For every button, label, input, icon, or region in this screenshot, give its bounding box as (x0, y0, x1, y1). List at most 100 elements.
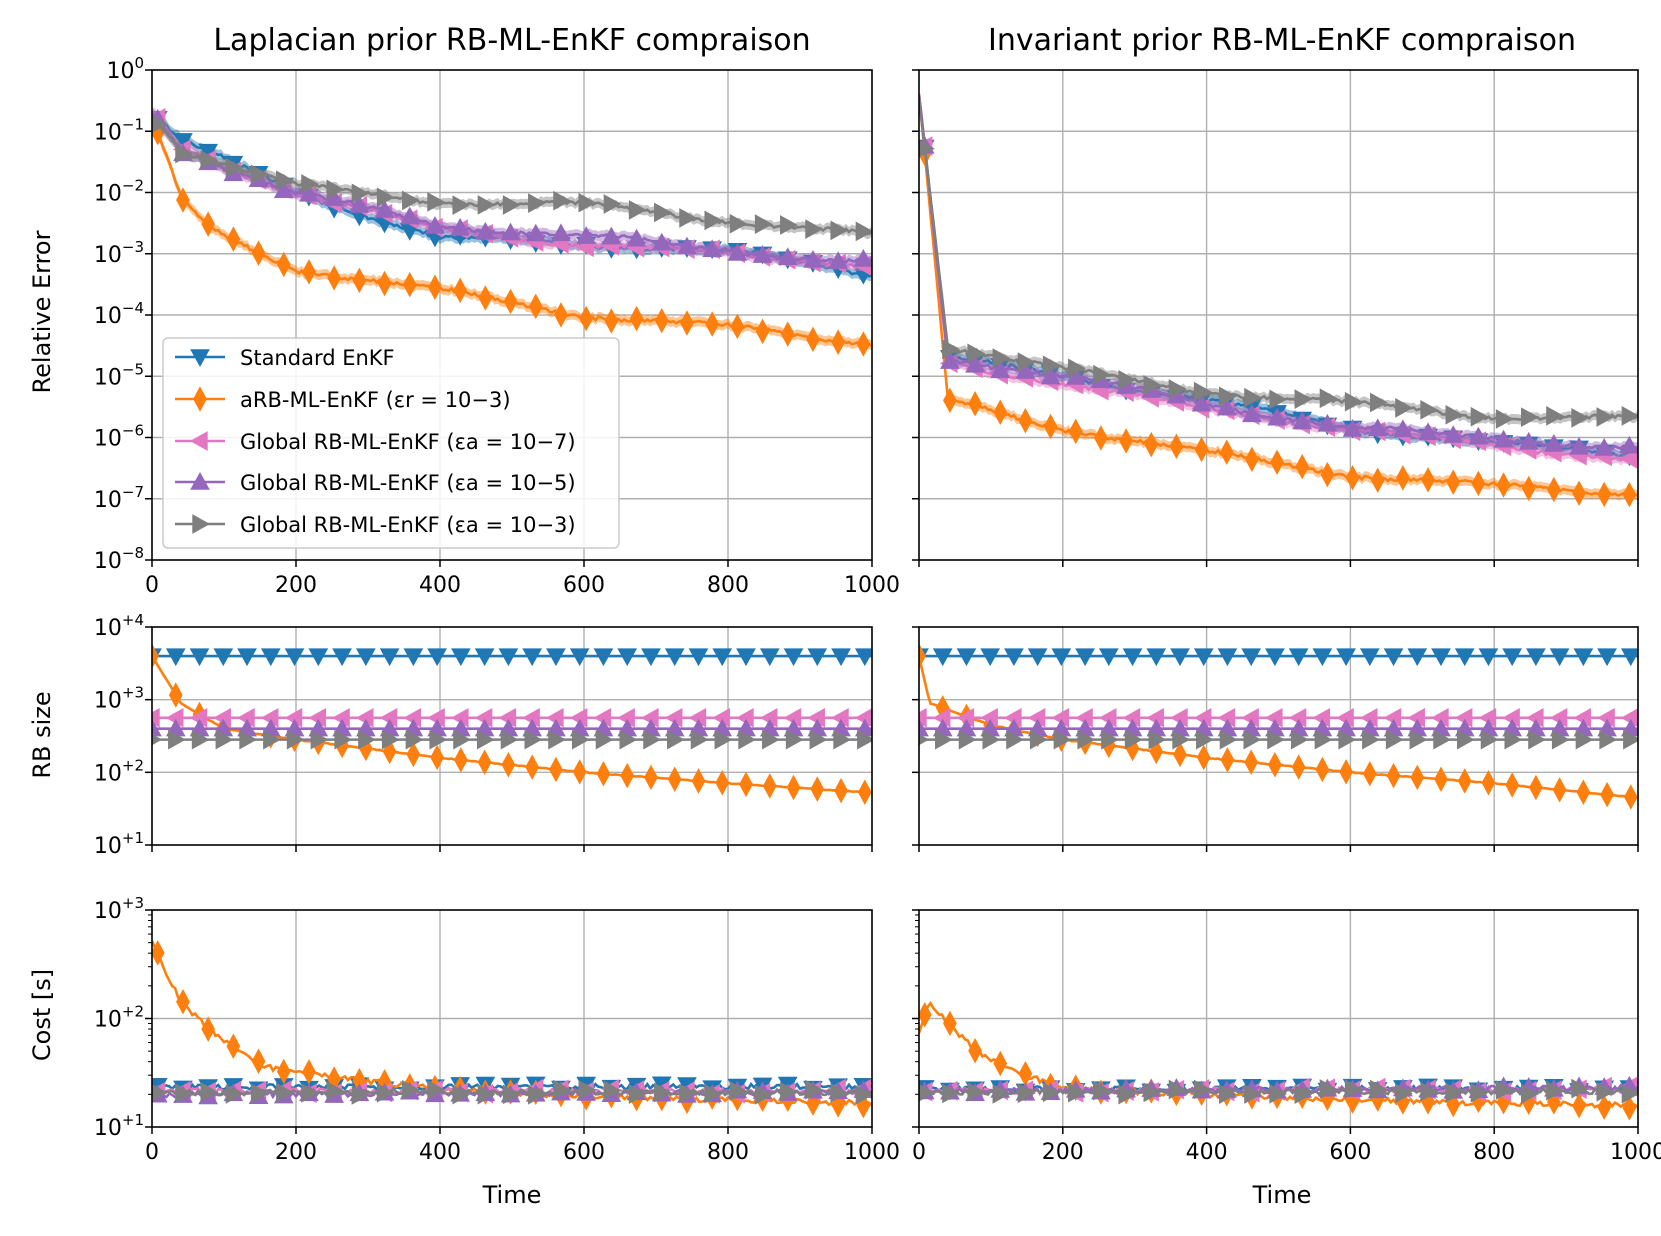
series-marker (834, 777, 848, 804)
y-tick-label: 10−7 (94, 483, 144, 513)
series-marker (152, 718, 162, 737)
series-marker (1594, 438, 1615, 456)
series-marker (956, 648, 977, 667)
panel-top-left: 0 200 400 600 800 1000 100 10−1 10−2 10−3 10−4 10−5… (94, 54, 900, 598)
series-marker (1521, 1084, 1539, 1104)
series-marker (1068, 358, 1086, 379)
series-marker (1295, 453, 1310, 480)
x-tick-label: 200 (275, 573, 317, 598)
series-marker (478, 285, 493, 311)
series-marker (1576, 779, 1591, 805)
panel-bottom-right: 0 200 400 600 800 1000 (912, 909, 1661, 1165)
series-marker (1478, 648, 1499, 667)
series-marker (1146, 648, 1167, 667)
series-marker (1094, 425, 1108, 451)
series-marker (1454, 648, 1475, 667)
series-marker (273, 180, 294, 198)
series-marker (654, 202, 672, 223)
y-tick-label: 10+3 (94, 894, 144, 924)
series-group (152, 643, 872, 805)
series-marker (1552, 777, 1567, 803)
series-marker (1319, 1079, 1338, 1099)
series-marker (1220, 747, 1235, 773)
series-marker (857, 729, 872, 750)
series-marker (727, 242, 748, 261)
series-marker (1294, 389, 1313, 409)
series-marker (276, 170, 294, 191)
series-marker (919, 718, 929, 737)
series-marker (377, 270, 392, 297)
series-marker (1549, 648, 1570, 667)
series-marker (1219, 729, 1238, 750)
series-marker (1168, 1079, 1187, 1100)
x-tick-label: 0 (145, 573, 159, 598)
series-marker (919, 643, 926, 669)
series-marker (451, 648, 471, 667)
series-marker (628, 1084, 647, 1105)
series-marker (286, 729, 305, 750)
series-group (152, 107, 872, 357)
x-tick-label: 200 (1042, 1140, 1084, 1165)
series-marker (1244, 1084, 1262, 1104)
series-marker (932, 648, 953, 667)
series-marker (452, 195, 471, 216)
series-marker (553, 1079, 571, 1100)
series-marker (1445, 404, 1464, 425)
series-marker (617, 648, 638, 667)
series-marker (1268, 751, 1282, 778)
series-marker (1480, 729, 1499, 750)
series-marker (503, 288, 518, 315)
series-marker (200, 150, 219, 171)
series-marker (1170, 648, 1190, 667)
series-marker (654, 307, 669, 334)
series-marker (1004, 648, 1024, 667)
series-marker (1596, 407, 1615, 427)
x-tick-label: 0 (912, 1140, 926, 1165)
series-marker (1571, 408, 1590, 428)
series-marker (376, 187, 395, 208)
series-marker (1481, 770, 1496, 796)
legend-label: Global RB-ML-EnKF (εa = 10−3) (240, 513, 576, 537)
series-marker (752, 245, 773, 263)
series-marker (1457, 768, 1472, 794)
series-marker (754, 214, 773, 234)
panel-bottom-left: 0 200 400 600 800 1000 10+3 10+2 10+1 (94, 894, 900, 1165)
series-marker (334, 729, 353, 750)
series-marker (528, 1084, 546, 1105)
series-marker (831, 648, 851, 667)
series-marker (1504, 729, 1523, 750)
series-marker (1443, 425, 1464, 443)
series-marker (405, 729, 424, 750)
series-marker (299, 183, 319, 202)
series-marker (1027, 648, 1048, 667)
y-tick-label: 10+3 (94, 684, 144, 714)
series-marker (1596, 1081, 1615, 1102)
series-marker (935, 729, 953, 750)
series-marker (175, 1083, 193, 1104)
y-tick-label: 10−5 (94, 360, 144, 390)
series-marker (651, 232, 672, 251)
series-marker (1418, 422, 1438, 441)
series-marker (351, 1085, 370, 1105)
series-marker (1101, 729, 1119, 750)
legend-label: Global RB-ML-EnKF (εa = 10−7) (240, 430, 576, 454)
series-marker (1345, 465, 1360, 491)
series-marker (1344, 1079, 1363, 1100)
series-marker (1267, 729, 1285, 750)
series-marker (1124, 729, 1143, 750)
series-marker (729, 213, 748, 234)
legend-marker (190, 471, 210, 490)
series-marker (629, 305, 644, 332)
series-marker (1043, 413, 1058, 440)
series-marker (1339, 759, 1353, 785)
series-marker (301, 174, 319, 194)
x-tick-label: 400 (419, 573, 461, 598)
series-marker (1370, 392, 1388, 413)
series-marker (1051, 648, 1072, 667)
x-tick-label: 1000 (1610, 1140, 1661, 1165)
series-marker (965, 354, 985, 373)
series-marker (578, 1080, 597, 1100)
series-marker (1546, 406, 1564, 426)
series-marker (191, 729, 210, 750)
